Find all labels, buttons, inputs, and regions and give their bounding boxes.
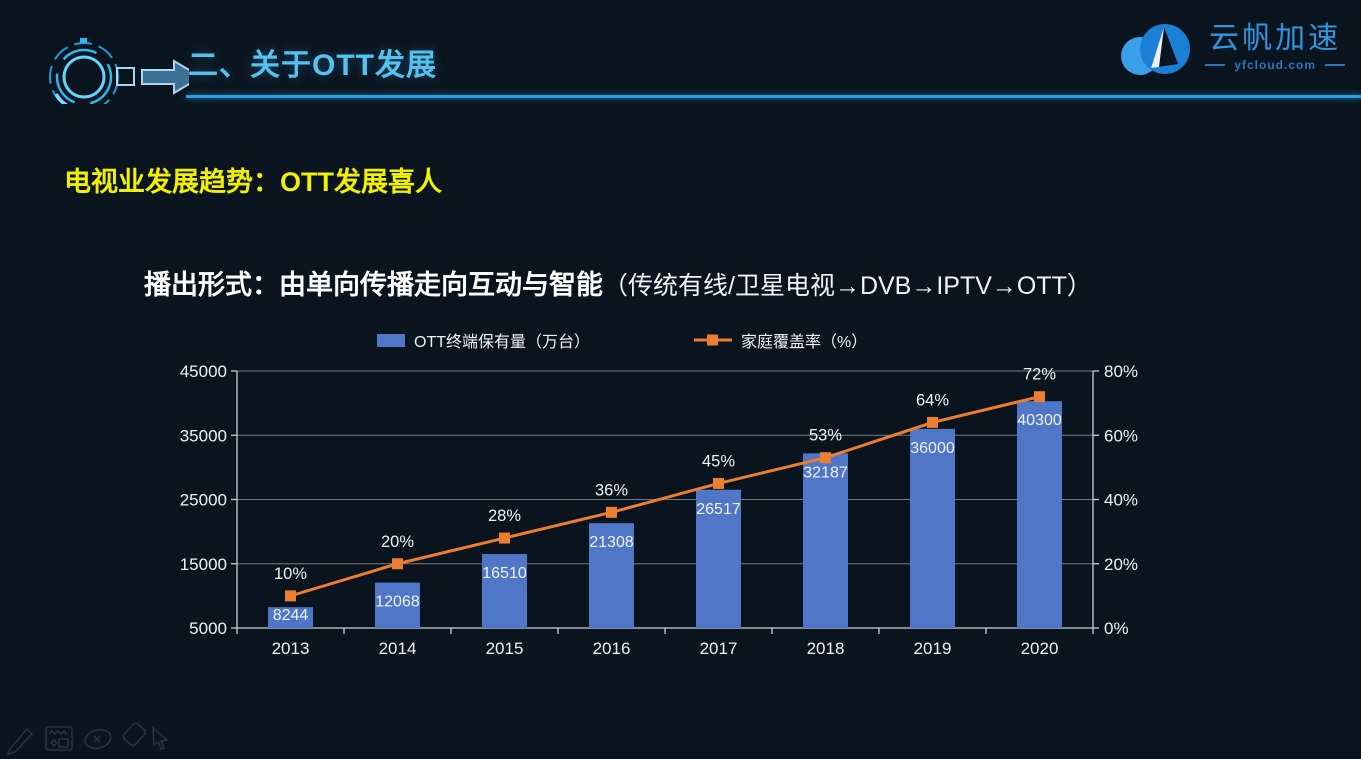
header-divider <box>186 95 1361 98</box>
bar-value-label: 36000 <box>910 440 955 457</box>
logo-name: 云帆加速 <box>1209 22 1342 55</box>
bar-value-label: 32187 <box>803 464 848 481</box>
coverage-line <box>290 395 1040 598</box>
percent-label: 10% <box>274 565 307 583</box>
left-axis-label: 45000 <box>180 362 227 381</box>
square-deco <box>116 67 135 86</box>
bar-2017 <box>696 489 741 628</box>
bar-2014 <box>375 582 420 628</box>
bar-value-label: 21308 <box>589 534 634 551</box>
line-marker-2018 <box>820 452 831 464</box>
right-axis-label: 20% <box>1104 555 1138 574</box>
line-marker-2013 <box>285 590 296 602</box>
bar-value-label: 26517 <box>696 501 741 518</box>
category-label: 2017 <box>700 639 738 658</box>
category-label: 2016 <box>593 639 631 658</box>
laser-pointer-icon[interactable] <box>83 727 113 751</box>
line-legend-marker <box>694 334 732 346</box>
bar-legend-label: OTT终端保有量（万台） <box>414 334 590 351</box>
subtitle-main: 播出形式：由单向传播走向互动与智能 <box>144 270 603 300</box>
percent-label: 28% <box>488 507 521 525</box>
logo-domain: yfcloud.com <box>1234 58 1316 72</box>
category-label: 2020 <box>1021 639 1059 658</box>
bar-value-label: 8244 <box>273 607 309 624</box>
percent-label: 45% <box>702 452 735 470</box>
percent-label: 53% <box>809 427 842 445</box>
line-marker-2014 <box>392 558 403 570</box>
heading-trend: 电视业发展趋势：OTT发展喜人 <box>64 167 442 197</box>
heading-subtitle: 播出形式：由单向传播走向互动与智能（传统有线/卫星电视→DVB→IPTV→OTT… <box>144 263 1092 302</box>
percent-label: 20% <box>381 533 414 551</box>
bar-2015 <box>482 554 527 628</box>
category-label: 2018 <box>807 639 845 658</box>
bar-value-label: 16510 <box>482 565 527 582</box>
right-axis-label: 0% <box>1104 619 1129 638</box>
percent-label: 36% <box>595 481 628 499</box>
bar-legend-swatch <box>377 333 405 347</box>
left-axis-label: 5000 <box>189 619 227 638</box>
left-axis-label: 15000 <box>180 555 227 574</box>
line-legend-label: 家庭覆盖率（%） <box>741 334 868 351</box>
logo-dash-right <box>1325 64 1345 66</box>
bar-value-label: 40300 <box>1017 412 1062 429</box>
percent-label: 72% <box>1023 366 1056 384</box>
bar-2019 <box>910 428 955 628</box>
arrow-right-icon <box>141 59 189 95</box>
category-label: 2014 <box>379 639 417 658</box>
line-marker-2017 <box>713 477 724 489</box>
cloud-logo-icon <box>1121 24 1191 75</box>
bar-value-label: 12068 <box>375 594 420 611</box>
line-marker-2020 <box>1034 391 1045 403</box>
right-axis-label: 60% <box>1104 426 1138 445</box>
cursor-icon[interactable] <box>152 726 169 751</box>
eraser-icon[interactable] <box>122 722 147 747</box>
bar-2020 <box>1017 401 1062 628</box>
bar-2013 <box>268 607 313 628</box>
line-marker-2019 <box>927 416 938 428</box>
header-deco <box>49 38 189 104</box>
bar-2016 <box>589 523 634 628</box>
percent-label: 64% <box>916 391 949 409</box>
category-label: 2013 <box>272 639 310 658</box>
logo-dash-left <box>1205 64 1226 66</box>
category-label: 2015 <box>486 639 524 658</box>
annotation-panel-icon[interactable] <box>45 726 73 751</box>
legend-item-bar: OTT终端保有量（万台） <box>377 328 590 352</box>
right-axis-label: 80% <box>1104 362 1138 381</box>
page-title: 二、关于OTT发展 <box>188 49 437 82</box>
subtitle-paren: （传统有线/卫星电视→DVB→IPTV→OTT） <box>603 272 1092 300</box>
category-label: 2019 <box>914 639 952 658</box>
left-axis-label: 25000 <box>180 491 227 510</box>
left-axis-label: 35000 <box>180 426 227 445</box>
presenter-toolbar <box>6 722 169 756</box>
line-marker-2016 <box>606 506 617 518</box>
legend-item-line: 家庭覆盖率（%） <box>694 328 867 352</box>
bar-2018 <box>803 453 848 628</box>
pen-icon[interactable] <box>6 727 34 756</box>
logo: 云帆加速 yfcloud.com <box>1115 14 1345 80</box>
right-axis-label: 40% <box>1104 491 1138 510</box>
line-marker-2015 <box>499 532 510 544</box>
